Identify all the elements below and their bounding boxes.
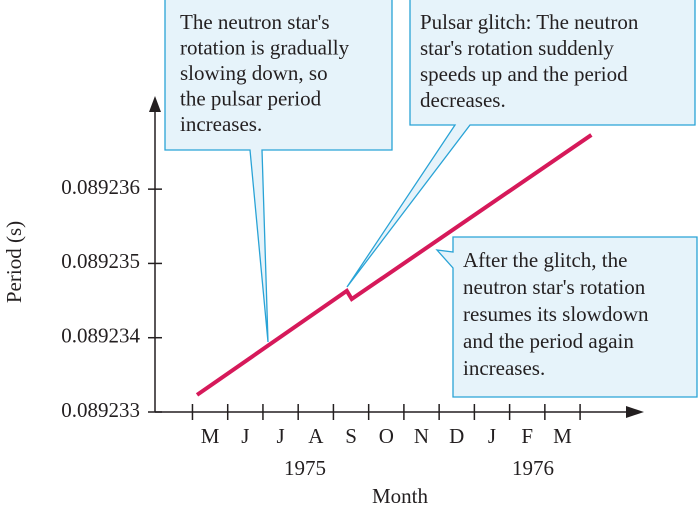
callouts xyxy=(164,0,698,398)
y-axis-label: Period (s) xyxy=(2,221,26,303)
y-tick-label: 0.089234 xyxy=(61,324,140,348)
callout-box xyxy=(346,0,696,288)
data-line xyxy=(195,133,593,397)
x-tick-label: S xyxy=(345,424,357,448)
callout-text: increases. xyxy=(463,356,545,380)
callout-text: Pulsar glitch: The neutron xyxy=(420,10,639,34)
x-tick-label: D xyxy=(449,424,464,448)
y-tick-label: 0.089236 xyxy=(61,175,140,199)
year-label: 1975 xyxy=(284,456,326,480)
callout-text: the pulsar period xyxy=(180,86,322,110)
callout-text: star's rotation suddenly xyxy=(420,36,614,60)
callout-text: increases. xyxy=(180,112,262,136)
callout-box xyxy=(164,0,393,343)
callout-text: speeds up and the period xyxy=(420,62,628,86)
x-tick-label: M xyxy=(201,424,220,448)
callout-text: resumes its slowdown xyxy=(463,302,649,326)
x-tick-label: J xyxy=(488,424,496,448)
callout-text: rotation is gradually xyxy=(180,35,350,59)
x-tick-label: F xyxy=(521,424,533,448)
y-tick-label: 0.089233 xyxy=(61,398,140,422)
y-axis-arrow xyxy=(149,96,161,112)
callout-text: After the glitch, the xyxy=(463,248,627,272)
x-tick-label: M xyxy=(553,424,572,448)
year-label: 1976 xyxy=(512,456,554,480)
x-tick-label: N xyxy=(414,424,429,448)
x-tick-label: A xyxy=(308,424,324,448)
callout-text: The neutron star's xyxy=(180,10,330,34)
x-tick-label: J xyxy=(276,424,284,448)
callout-text: decreases. xyxy=(420,88,506,112)
callout-text: neutron star's rotation xyxy=(463,275,646,299)
x-axis-label: Month xyxy=(372,484,429,508)
y-tick-label: 0.089235 xyxy=(61,249,140,273)
callout-text: and the period again xyxy=(463,329,634,353)
callout-box xyxy=(435,236,698,398)
callout-text: slowing down, so xyxy=(180,61,328,85)
x-axis-arrow xyxy=(626,406,644,418)
x-tick-label: O xyxy=(379,424,394,448)
x-tick-label: J xyxy=(241,424,249,448)
